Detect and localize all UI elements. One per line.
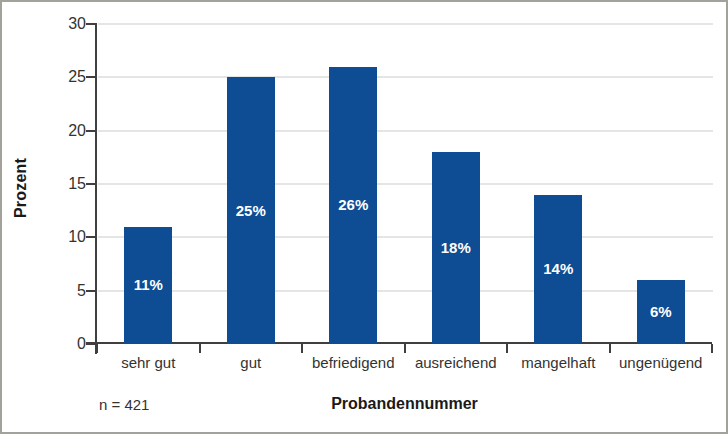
y-tick-label-20: 20 bbox=[44, 122, 86, 140]
y-tick-label-5: 5 bbox=[44, 282, 86, 300]
y-tick-label-0: 0 bbox=[44, 335, 86, 353]
y-axis-title: Prozent bbox=[10, 102, 32, 274]
gridline-10 bbox=[98, 236, 713, 238]
x-category-label-befriedigend: befriedigend bbox=[302, 354, 405, 372]
y-tick-label-10: 10 bbox=[44, 228, 86, 246]
gridline-30 bbox=[98, 23, 713, 25]
y-tick-label-15: 15 bbox=[44, 175, 86, 193]
y-tick-15 bbox=[86, 183, 97, 185]
x-category-label-mangelhaft: mangelhaft bbox=[507, 354, 610, 372]
y-tick-25 bbox=[86, 76, 97, 78]
x-tick-1 bbox=[199, 344, 201, 353]
y-tick-label-30: 30 bbox=[44, 15, 86, 33]
sample-size-note: n = 421 bbox=[99, 396, 149, 413]
y-tick-30 bbox=[86, 23, 97, 25]
chart-frame: Prozent Probandennummer n = 421 0 5 10 15 20… bbox=[0, 0, 728, 434]
x-category-label-gut: gut bbox=[200, 354, 303, 372]
x-tick-0 bbox=[96, 344, 98, 353]
x-axis-title: Probandennummer bbox=[97, 395, 712, 413]
x-tick-3 bbox=[404, 344, 406, 353]
x-axis-line bbox=[86, 342, 712, 344]
gridline-20 bbox=[98, 130, 713, 132]
y-tick-label-25: 25 bbox=[44, 68, 86, 86]
x-category-label-ungenügend: ungenügend bbox=[610, 354, 713, 372]
gridline-15 bbox=[98, 183, 713, 185]
y-tick-20 bbox=[86, 130, 97, 132]
bar-value-label-ausreichend: 18% bbox=[432, 239, 480, 257]
x-tick-5 bbox=[609, 344, 611, 353]
x-category-label-sehr gut: sehr gut bbox=[97, 354, 200, 372]
y-axis-line bbox=[95, 24, 97, 354]
x-category-label-ausreichend: ausreichend bbox=[405, 354, 508, 372]
bar-value-label-mangelhaft: 14% bbox=[534, 260, 582, 278]
x-tick-4 bbox=[506, 344, 508, 353]
bar-value-label-gut: 25% bbox=[227, 202, 275, 220]
x-tick-2 bbox=[301, 344, 303, 353]
x-tick-6 bbox=[711, 344, 713, 353]
bar-value-label-sehr gut: 11% bbox=[124, 276, 172, 294]
gridline-5 bbox=[98, 290, 713, 292]
y-axis-title-text: Prozent bbox=[12, 158, 30, 218]
y-tick-5 bbox=[86, 290, 97, 292]
bar-value-label-befriedigend: 26% bbox=[329, 196, 377, 214]
y-tick-10 bbox=[86, 236, 97, 238]
bar-value-label-ungenügend: 6% bbox=[637, 303, 685, 321]
gridline-25 bbox=[98, 76, 713, 78]
